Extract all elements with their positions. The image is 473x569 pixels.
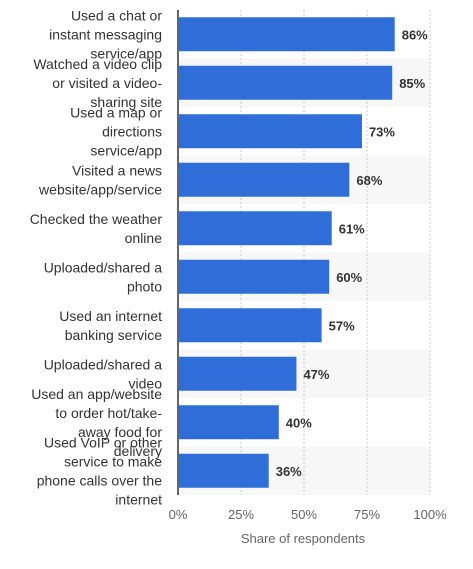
category-label: Watched a video clip or visited a video-s… [33, 56, 162, 110]
category-labels: Used a chat or instant messaging service/a… [30, 7, 163, 507]
value-label: 73% [369, 124, 395, 139]
bar [179, 259, 330, 294]
x-axis-title: Share of respondents [241, 531, 366, 546]
value-label: 47% [303, 367, 329, 382]
value-label: 40% [286, 415, 312, 430]
bar [179, 405, 279, 440]
bar [179, 114, 362, 149]
x-tick-label: 100% [413, 507, 447, 522]
value-label: 36% [276, 464, 302, 479]
value-label: 57% [329, 318, 355, 333]
x-tick-label: 25% [228, 507, 254, 522]
category-label: Checked the weather online [30, 211, 163, 246]
category-label: Used a chat or instant messaging service/a… [49, 7, 162, 61]
value-label: 86% [402, 27, 428, 42]
category-label: Used a map or directions service/app [70, 104, 162, 158]
category-label: Uploaded/shared a photo [44, 259, 163, 294]
category-label: Uploaded/shared a video [44, 356, 163, 391]
value-label: 68% [356, 173, 382, 188]
category-label: Used an internet banking service [59, 308, 162, 343]
x-tick-label: 50% [291, 507, 317, 522]
x-tick-label: 75% [354, 507, 380, 522]
x-axis-ticks: 0% 25% 50% 75% 100% [169, 507, 447, 522]
bar [179, 453, 269, 488]
bar [179, 308, 322, 343]
value-label: 85% [399, 76, 425, 91]
value-label: 61% [339, 221, 365, 236]
x-tick-label: 0% [169, 507, 188, 522]
bar [179, 65, 393, 100]
value-labels: 86% 85% 73% 68% 61% 60% 57% 47% 40% 36% [276, 27, 428, 479]
bar [179, 17, 395, 52]
bar [179, 356, 297, 391]
bar [179, 211, 332, 246]
value-label: 60% [336, 270, 362, 285]
category-label: Visited a news website/app/service [38, 162, 162, 197]
category-label: Used an app/website to order hot/take-awa… [31, 386, 162, 459]
category-label: Used VoIP or other service to make phone c… [37, 434, 163, 507]
bar [179, 162, 350, 197]
bars [179, 17, 395, 488]
